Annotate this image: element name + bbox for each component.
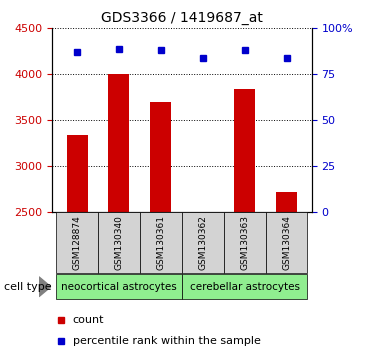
FancyBboxPatch shape [182, 274, 308, 299]
Bar [108, 74, 129, 212]
Text: GSM130364: GSM130364 [282, 215, 291, 270]
FancyBboxPatch shape [224, 212, 266, 273]
Bar [276, 192, 297, 212]
Text: GSM128874: GSM128874 [73, 215, 82, 270]
FancyBboxPatch shape [56, 274, 182, 299]
Text: GSM130340: GSM130340 [115, 215, 124, 270]
FancyBboxPatch shape [182, 212, 224, 273]
Text: count: count [73, 315, 104, 325]
Text: GSM130362: GSM130362 [198, 215, 207, 270]
Text: percentile rank within the sample: percentile rank within the sample [73, 336, 260, 346]
FancyBboxPatch shape [266, 212, 308, 273]
Text: cerebellar astrocytes: cerebellar astrocytes [190, 282, 300, 292]
Text: GSM130363: GSM130363 [240, 215, 249, 270]
Text: neocortical astrocytes: neocortical astrocytes [61, 282, 177, 292]
FancyBboxPatch shape [56, 212, 98, 273]
Text: cell type: cell type [4, 282, 51, 292]
FancyBboxPatch shape [140, 212, 182, 273]
Polygon shape [39, 277, 51, 297]
Text: GSM130361: GSM130361 [156, 215, 165, 270]
FancyBboxPatch shape [98, 212, 140, 273]
Title: GDS3366 / 1419687_at: GDS3366 / 1419687_at [101, 11, 263, 24]
Bar [67, 135, 88, 212]
Bar [150, 102, 171, 212]
Bar [192, 212, 213, 214]
Bar [234, 89, 255, 212]
